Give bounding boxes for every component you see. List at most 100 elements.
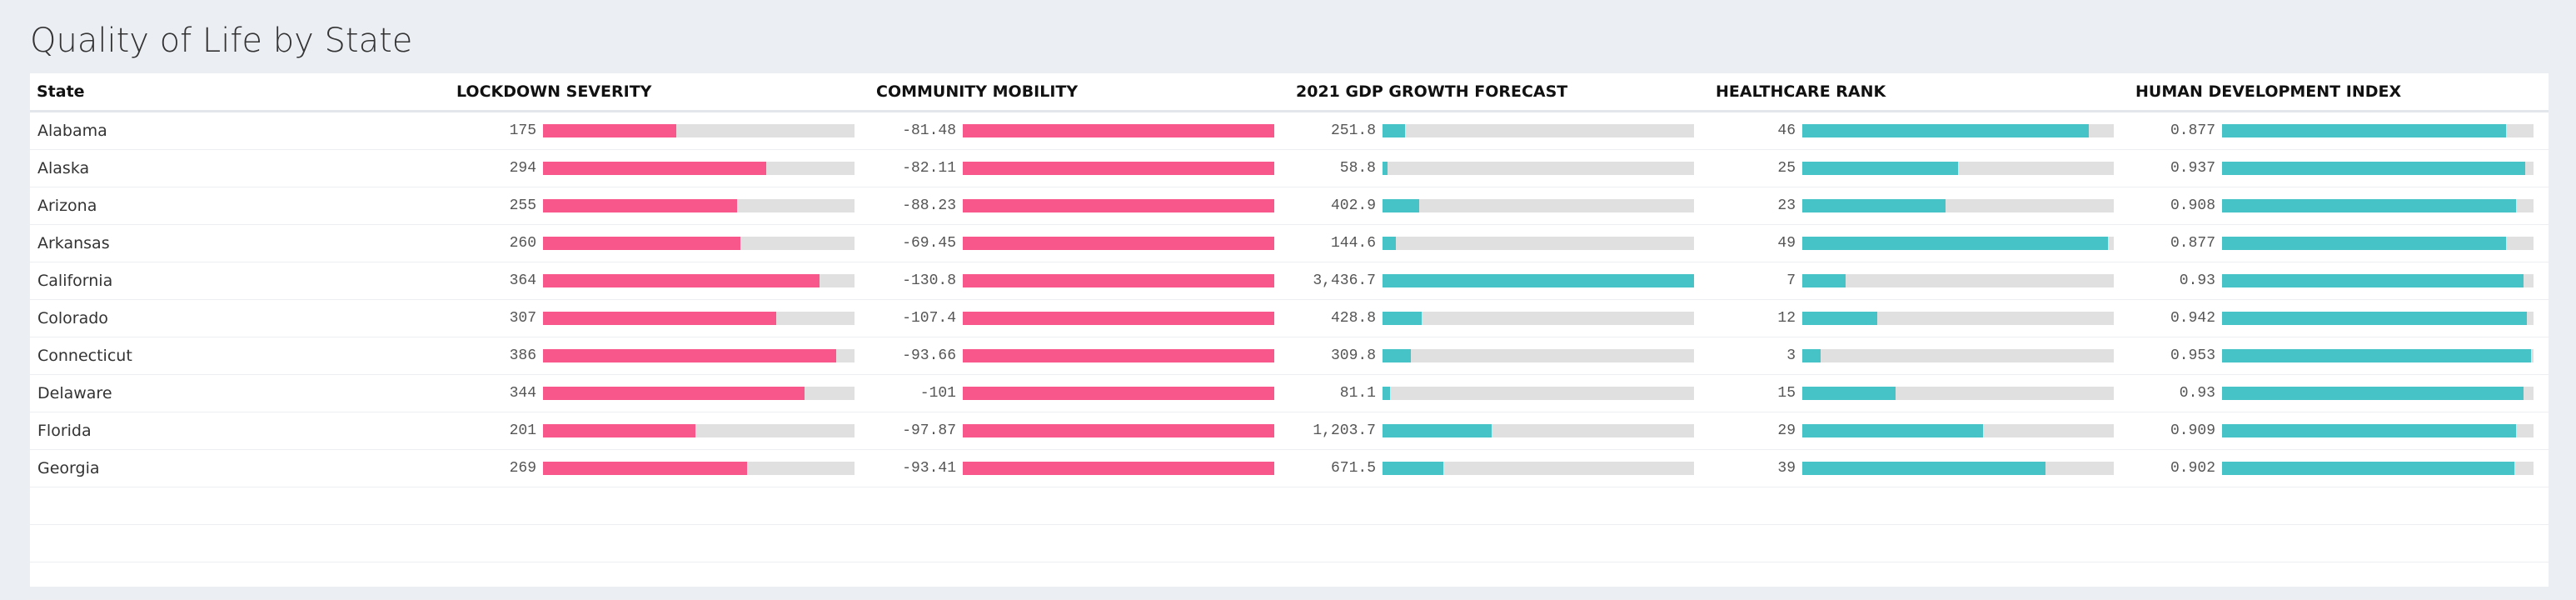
mobility-bar-track	[963, 162, 1274, 175]
health-value-group: 7	[1709, 262, 2129, 299]
hdi-bar-track	[2222, 349, 2534, 362]
lockdown-value-group: 260	[450, 225, 869, 262]
health-cell: 39	[1709, 449, 2129, 488]
mobility-cell: -88.23	[869, 187, 1289, 225]
mobility-value-group: -88.23	[869, 188, 1289, 224]
lockdown-bar-fill	[543, 462, 748, 475]
column-header-hdi[interactable]: HUMAN DEVELOPMENT INDEX	[2129, 73, 2549, 112]
hdi-value: 0.937	[2170, 160, 2215, 177]
mobility-bar-track	[963, 312, 1274, 325]
mobility-value-group: -97.87	[869, 412, 1289, 449]
lockdown-value-group: 386	[450, 338, 869, 374]
gdp-bar-fill	[1383, 312, 1422, 325]
hdi-value: 0.909	[2170, 422, 2215, 439]
lockdown-cell: 386	[450, 337, 869, 375]
gdp-value-group: 1,203.7	[1289, 412, 1709, 449]
gdp-bar-track	[1383, 274, 1694, 288]
table-row[interactable]: Delaware 344 -101 81.1 15 0.93	[30, 374, 2549, 412]
lockdown-cell: 294	[450, 149, 869, 188]
health-value-group: 23	[1709, 188, 2129, 224]
lockdown-cell: 201	[450, 412, 869, 450]
mobility-bar-fill	[963, 162, 1274, 175]
lockdown-value-group: 255	[450, 188, 869, 224]
health-value-group: 3	[1709, 338, 2129, 374]
column-header-gdp[interactable]: 2021 GDP GROWTH FORECAST	[1289, 73, 1709, 112]
mobility-bar-fill	[963, 424, 1274, 438]
lockdown-cell: 260	[450, 224, 869, 262]
hdi-bar-fill	[2222, 199, 2516, 212]
mobility-bar-track	[963, 387, 1274, 400]
hdi-value-group: 0.877	[2129, 225, 2549, 262]
lockdown-cell: 307	[450, 299, 869, 338]
column-header-mobility[interactable]: COMMUNITY MOBILITY	[869, 73, 1289, 112]
table-row[interactable]: Alabama 175 -81.48 251.8 46 0.877	[30, 111, 2549, 150]
hdi-bar-track	[2222, 124, 2534, 138]
mobility-cell: -93.66	[869, 337, 1289, 375]
mobility-value: -69.45	[902, 235, 956, 252]
lockdown-bar-track	[543, 424, 855, 438]
gdp-value: 58.8	[1339, 160, 1376, 177]
mobility-bar-fill	[963, 199, 1274, 212]
table-row[interactable]: Alaska 294 -82.11 58.8 25 0.937	[30, 149, 2549, 188]
lockdown-bar-fill	[543, 124, 676, 138]
lockdown-bar-fill	[543, 424, 696, 438]
hdi-cell: 0.909	[2129, 412, 2549, 450]
gdp-bar-fill	[1383, 387, 1390, 400]
table-row[interactable]: Colorado 307 -107.4 428.8 12 0.942	[30, 299, 2549, 338]
lockdown-value-group: 364	[450, 262, 869, 299]
mobility-bar-fill	[963, 274, 1274, 288]
hdi-bar-fill	[2222, 124, 2506, 138]
hdi-cell: 0.93	[2129, 262, 2549, 300]
hdi-cell: 0.942	[2129, 299, 2549, 338]
health-bar-track	[1802, 162, 2114, 175]
gdp-value-group: 3,436.7	[1289, 262, 1709, 299]
hdi-bar-track	[2222, 462, 2534, 475]
table-row[interactable]: Arizona 255 -88.23 402.9 23 0.908	[30, 187, 2549, 225]
table-panel: State LOCKDOWN SEVERITY COMMUNITY MOBILI…	[30, 73, 2549, 600]
hdi-value: 0.877	[2170, 235, 2215, 252]
health-bar-track	[1802, 462, 2114, 475]
gdp-cell: 58.8	[1289, 149, 1709, 188]
gdp-value: 1,203.7	[1313, 422, 1376, 439]
health-cell: 15	[1709, 374, 2129, 412]
empty-row	[30, 487, 2549, 525]
table-row[interactable]: California 364 -130.8 3,436.7 7 0.93	[30, 262, 2549, 300]
lockdown-bar-fill	[543, 237, 741, 250]
mobility-bar-fill	[963, 124, 1274, 138]
lockdown-cell: 269	[450, 449, 869, 488]
gdp-bar-track	[1383, 424, 1694, 438]
mobility-value: -130.8	[902, 272, 956, 289]
table-row[interactable]: Arkansas 260 -69.45 144.6 49 0.877	[30, 224, 2549, 262]
lockdown-value: 175	[509, 122, 536, 139]
hdi-bar-fill	[2222, 387, 2524, 400]
gdp-value: 402.9	[1330, 198, 1376, 214]
gdp-bar-fill	[1383, 424, 1492, 438]
gdp-cell: 428.8	[1289, 299, 1709, 338]
hdi-cell: 0.877	[2129, 111, 2549, 150]
hdi-bar-track	[2222, 199, 2534, 212]
table-row[interactable]: Georgia 269 -93.41 671.5 39 0.902	[30, 449, 2549, 488]
column-header-state[interactable]: State	[30, 73, 450, 112]
health-cell: 12	[1709, 299, 2129, 338]
hdi-bar-track	[2222, 237, 2534, 250]
hdi-bar-fill	[2222, 162, 2526, 175]
gdp-cell: 144.6	[1289, 224, 1709, 262]
empty-row	[30, 524, 2549, 562]
lockdown-cell: 175	[450, 111, 869, 150]
header-row: State LOCKDOWN SEVERITY COMMUNITY MOBILI…	[30, 73, 2549, 112]
mobility-bar-track	[963, 462, 1274, 475]
health-bar-fill	[1802, 237, 2108, 250]
gdp-value-group: 58.8	[1289, 150, 1709, 187]
health-cell: 3	[1709, 337, 2129, 375]
health-bar-track	[1802, 199, 2114, 212]
column-header-health[interactable]: HEALTHCARE RANK	[1709, 73, 2129, 112]
hdi-bar-fill	[2222, 312, 2528, 325]
column-header-lockdown[interactable]: LOCKDOWN SEVERITY	[450, 73, 869, 112]
health-value: 23	[1777, 198, 1796, 214]
hdi-bar-fill	[2222, 349, 2531, 362]
table-row[interactable]: Connecticut 386 -93.66 309.8 3 0.953	[30, 337, 2549, 375]
state-cell: Arizona	[30, 187, 450, 225]
mobility-bar-track	[963, 349, 1274, 362]
table-row[interactable]: Florida 201 -97.87 1,203.7 29 0.909	[30, 412, 2549, 450]
hdi-value-group: 0.93	[2129, 375, 2549, 412]
